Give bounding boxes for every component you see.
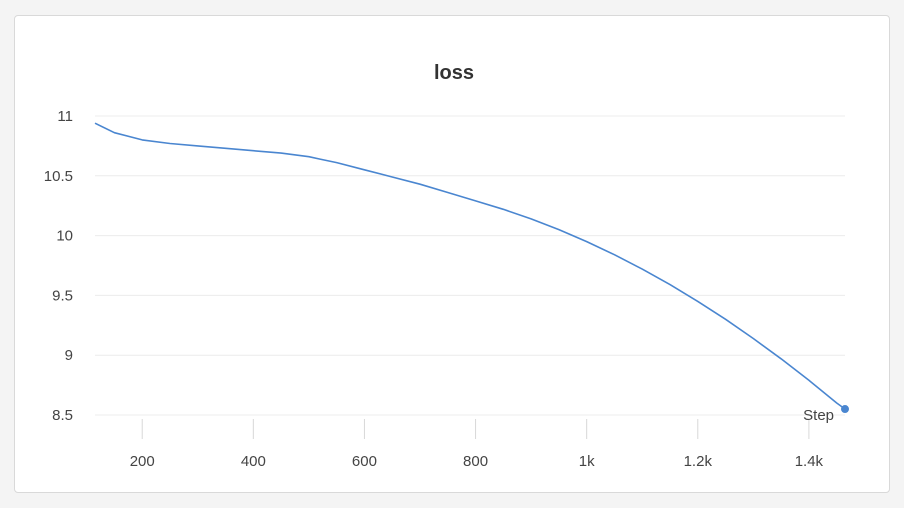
chart-title: loss [434, 62, 474, 84]
x-tick-label: 1.4k [795, 453, 824, 470]
last-point-marker [841, 405, 849, 414]
y-tick-label: 10 [56, 228, 73, 245]
x-tick-label: 800 [463, 453, 488, 470]
x-axis-ticks: 200 400 600 800 1k 1.2k 1.4k [130, 419, 824, 470]
y-tick-label: 9.5 [52, 287, 73, 304]
y-tick-label: 10.5 [44, 168, 73, 185]
y-tick-label: 8.5 [52, 407, 73, 424]
loss-series-line [94, 122, 846, 410]
chart-panel [14, 15, 890, 493]
y-tick-label: 9 [65, 347, 73, 364]
x-tick-label: 400 [241, 453, 266, 470]
y-axis-ticks: 8.5 9 9.5 10 10.5 11 [44, 108, 73, 424]
x-axis-label: Step [803, 407, 834, 424]
y-tick-label: 11 [57, 108, 73, 125]
series-layer [94, 122, 849, 414]
x-tick-label: 200 [130, 453, 155, 470]
x-tick-label: 1.2k [684, 453, 713, 470]
x-tick-label: 600 [352, 453, 377, 470]
x-tick-label: 1k [579, 453, 595, 470]
grid-lines [95, 115, 845, 416]
